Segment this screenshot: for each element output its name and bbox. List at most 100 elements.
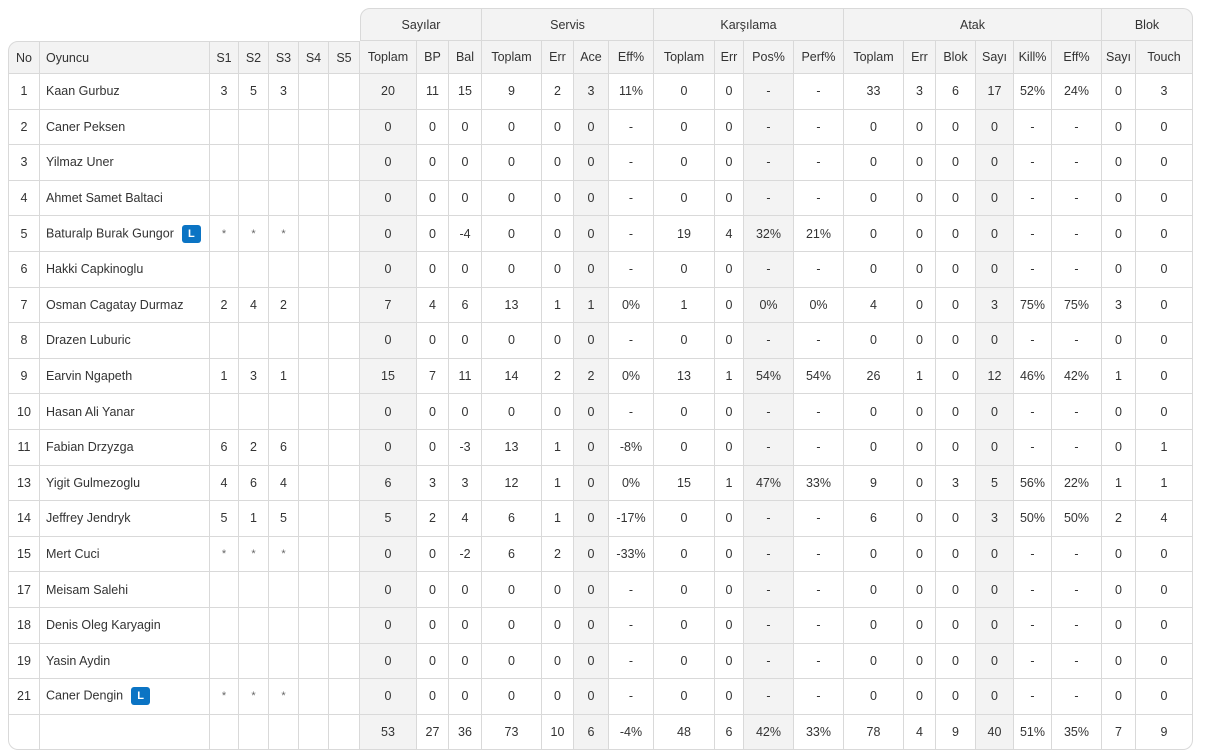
table-row[interactable]: 3 Yilmaz Uner 0 0 0 0 0 0-0 0- -0 0 0 0- -0 0 <box>8 145 1193 181</box>
player-name[interactable]: Baturalp Burak Gungor <box>46 225 174 240</box>
stat-cell <box>329 572 360 608</box>
stat-cell: 0 <box>976 145 1014 181</box>
group-header-servis: Servis <box>482 8 654 41</box>
player-name[interactable]: Meisam Salehi <box>46 582 128 597</box>
player-number: 3 <box>8 145 40 181</box>
table-row[interactable]: 1 Kaan Gurbuz 3 5 3 20 11 15 9 2 3 11% 0 0- -33 3 6 17 52%… <box>8 74 1193 110</box>
player-number: 11 <box>8 429 40 466</box>
total-cell: 6 <box>715 714 744 751</box>
column-header-kill-pct[interactable]: Kill% <box>1014 41 1052 74</box>
column-header-s4[interactable]: S4 <box>299 41 329 74</box>
table-row[interactable]: 4 Ahmet Samet Baltaci 0 0 0 0 0 0-0 0- -0 0 0 0- -0 0 <box>8 180 1193 217</box>
stat-cell: 15 <box>449 74 482 110</box>
column-header-pos-pct[interactable]: Pos% <box>744 41 794 74</box>
column-header-blok[interactable]: Blok <box>936 41 976 74</box>
column-header-toplam[interactable]: Toplam <box>654 41 715 74</box>
column-header-ace[interactable]: Ace <box>574 41 609 74</box>
column-header-bp[interactable]: BP <box>417 41 449 74</box>
column-header-err[interactable]: Err <box>904 41 936 74</box>
table-row[interactable]: 11 Fabian Drzyzga 6 2 6 0 0 -3 13 1 0 -8% 0 0- -0 0 0 0- -… <box>8 429 1193 466</box>
stat-cell: 0 <box>936 429 976 466</box>
stat-cell: 3 <box>1102 287 1136 324</box>
stat-cell <box>329 251 360 288</box>
stat-cell: 5 <box>269 501 299 537</box>
stat-cell: 1 <box>210 358 239 395</box>
column-header-toplam[interactable]: Toplam <box>844 41 904 74</box>
player-name[interactable]: Hasan Ali Yanar <box>46 404 135 419</box>
column-header-toplam[interactable]: Toplam <box>482 41 542 74</box>
stat-cell: 0 <box>715 572 744 608</box>
column-header-s3[interactable]: S3 <box>269 41 299 74</box>
column-header-err[interactable]: Err <box>542 41 574 74</box>
player-name[interactable]: Fabian Drzyzga <box>46 440 134 455</box>
player-number: 2 <box>8 109 40 146</box>
column-header-eff-pct[interactable]: Eff% <box>1052 41 1102 74</box>
column-header-perf-pct[interactable]: Perf% <box>794 41 844 74</box>
player-name[interactable]: Yilmaz Uner <box>46 155 114 170</box>
column-header-err[interactable]: Err <box>715 41 744 74</box>
stat-cell: 0 <box>574 429 609 466</box>
column-header-sayı[interactable]: Sayı <box>976 41 1014 74</box>
column-header-toplam[interactable]: Toplam <box>360 41 417 74</box>
column-header-no[interactable]: No <box>8 41 40 74</box>
table-row[interactable]: 10 Hasan Ali Yanar 0 0 0 0 0 0-0 0- -0 0 0 0- -0 0 <box>8 394 1193 430</box>
stat-cell: 0 <box>904 323 936 359</box>
stat-cell <box>299 216 329 252</box>
stat-cell: 0 <box>904 216 936 252</box>
player-name[interactable]: Ahmet Samet Baltaci <box>46 191 163 206</box>
player-name[interactable]: Osman Cagatay Durmaz <box>46 297 184 312</box>
stat-cell: 0 <box>449 180 482 217</box>
table-row[interactable]: 18 Denis Oleg Karyagin 0 0 0 0 0 0-0 0- -0 0 0 0- -0 0 <box>8 607 1193 644</box>
player-name[interactable]: Jeffrey Jendryk <box>46 511 131 526</box>
column-header-s5[interactable]: S5 <box>329 41 360 74</box>
stat-cell: 6 <box>360 465 417 502</box>
table-row[interactable]: 14 Jeffrey Jendryk 5 1 5 5 2 4 6 1 0 -17% 0 0- -6 0 0 3 50… <box>8 501 1193 537</box>
stat-cell: - <box>1052 251 1102 288</box>
column-header-s1[interactable]: S1 <box>210 41 239 74</box>
player-name[interactable]: Caner Peksen <box>46 119 126 134</box>
table-row[interactable]: 8 Drazen Luburic 0 0 0 0 0 0-0 0- -0 0 0 0- -0 0 <box>8 323 1193 359</box>
table-row[interactable]: 5 Baturalp Burak Gungor L * * * 0 0 -4 0 0 0-19 4 32%… <box>8 216 1193 252</box>
stat-cell: * <box>210 536 239 573</box>
stat-cell: 0 <box>654 109 715 146</box>
stat-cell: 12 <box>976 358 1014 395</box>
column-header-oyuncu[interactable]: Oyuncu <box>40 41 210 74</box>
stat-cell: 2 <box>542 74 574 110</box>
stat-cell: 0 <box>976 607 1014 644</box>
stat-cell: 0 <box>976 251 1014 288</box>
player-name[interactable]: Yasin Aydin <box>46 653 111 668</box>
player-name[interactable]: Drazen Luburic <box>46 333 131 348</box>
player-name[interactable]: Mert Cuci <box>46 547 100 562</box>
player-name[interactable]: Caner Dengin <box>46 688 124 703</box>
player-name[interactable]: Earvin Ngapeth <box>46 369 133 384</box>
table-row[interactable]: 19 Yasin Aydin 0 0 0 0 0 0-0 0- -0 0 0 0- -0 0 <box>8 643 1193 680</box>
stat-cell: 0 <box>1136 109 1193 146</box>
stat-cell: - <box>1014 251 1052 288</box>
column-header-touch[interactable]: Touch <box>1136 41 1193 74</box>
stat-cell: 0 <box>482 679 542 715</box>
stat-cell: 0 <box>417 394 449 430</box>
group-header-spacer <box>8 8 360 41</box>
stat-cell: 0 <box>654 145 715 181</box>
table-row[interactable]: 9 Earvin Ngapeth 1 3 1 15 7 11 14 2 2 0% 13 1 54% 54% 26… <box>8 358 1193 395</box>
player-name[interactable]: Hakki Capkinoglu <box>46 262 144 277</box>
column-header-sayı[interactable]: Sayı <box>1102 41 1136 74</box>
stat-cell: - <box>794 429 844 466</box>
column-header-eff-pct[interactable]: Eff% <box>609 41 654 74</box>
table-row[interactable]: 13 Yigit Gulmezoglu 4 6 4 6 3 3 12 1 0 0% 15 1 47% 33% 9… <box>8 465 1193 502</box>
player-name[interactable]: Denis Oleg Karyagin <box>46 618 161 633</box>
column-header-bal[interactable]: Bal <box>449 41 482 74</box>
table-row[interactable]: 7 Osman Cagatay Durmaz 2 4 2 7 4 6 13 1 1 0% 1 0 0% 0% 4… <box>8 287 1193 324</box>
stat-cell: 0 <box>936 109 976 146</box>
stat-cell <box>269 180 299 217</box>
table-row[interactable]: 21 Caner Dengin L * * * 0 0 0 0 0 0-0 0- -0 0 0 0- -0 0 <box>8 679 1193 715</box>
column-header-s2[interactable]: S2 <box>239 41 269 74</box>
player-name[interactable]: Yigit Gulmezoglu <box>46 475 141 490</box>
table-row[interactable]: 2 Caner Peksen 0 0 0 0 0 0-0 0- -0 0 0 0- -0 0 <box>8 109 1193 146</box>
table-row[interactable]: 17 Meisam Salehi 0 0 0 0 0 0-0 0- -0 0 0 0- -0 0 <box>8 572 1193 608</box>
player-name[interactable]: Kaan Gurbuz <box>46 84 120 99</box>
table-row[interactable]: 6 Hakki Capkinoglu 0 0 0 0 0 0-0 0- -0 0 0 0- -0 0 <box>8 251 1193 288</box>
stat-cell: 0 <box>1136 251 1193 288</box>
table-row[interactable]: 15 Mert Cuci * * * 0 0 -2 6 2 0 -33% 0 0- -0 0 0 0- -0 0 <box>8 536 1193 573</box>
stat-cell: 0 <box>574 145 609 181</box>
